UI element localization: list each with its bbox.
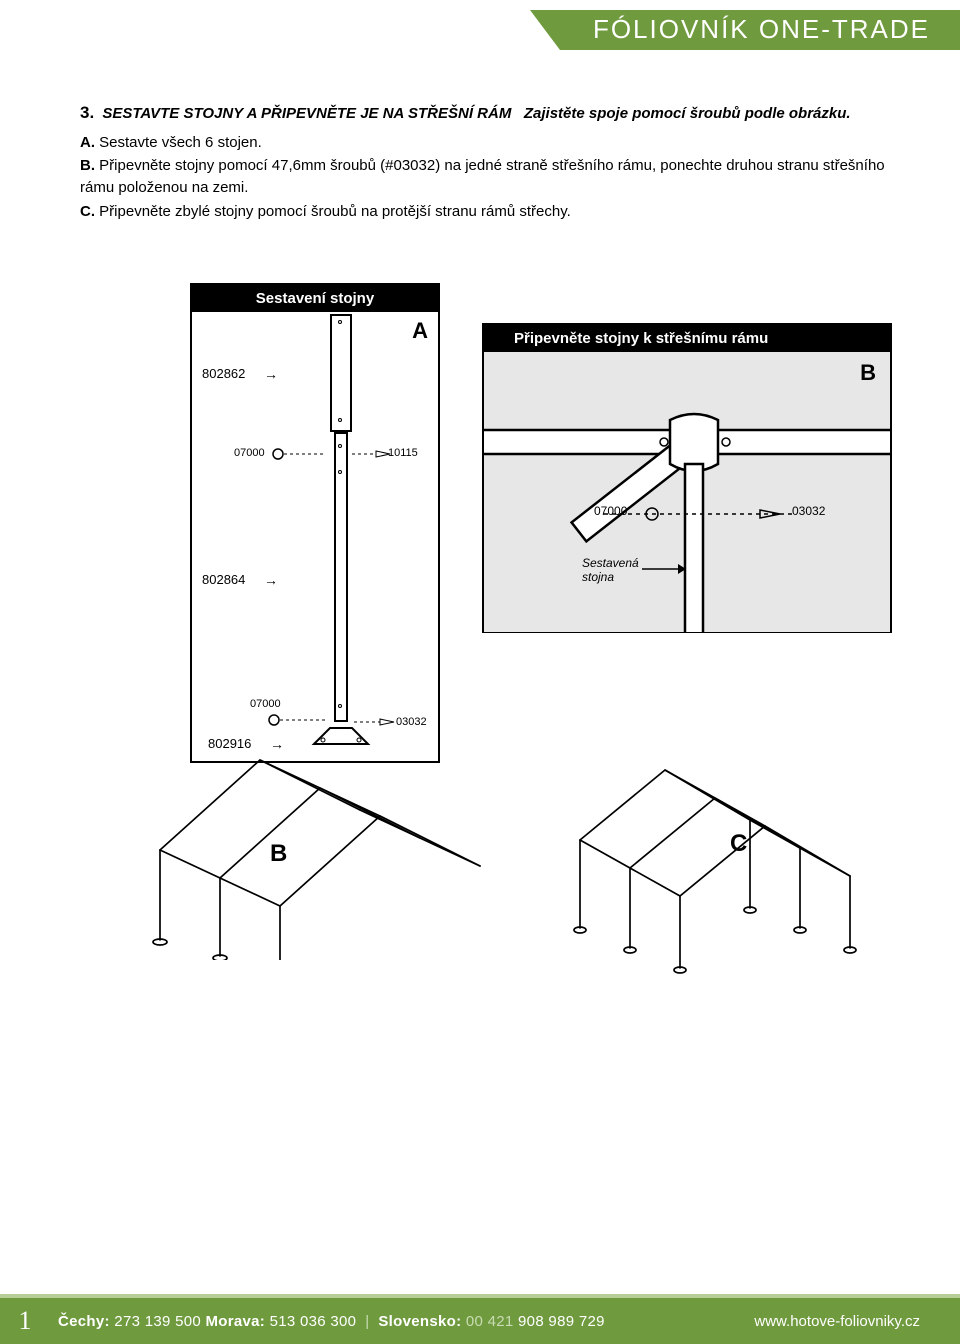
content: 3. SESTAVTE STOJNY A PŘIPEVNĚTE JE NA ST… (80, 100, 900, 823)
bolt-label: 07000 (250, 698, 281, 710)
panel-b-body: B (484, 352, 890, 632)
slovensko-label: Slovensko: (378, 1313, 461, 1330)
panel-attach: Připevněte stojny k střešnímu rámu B (482, 323, 892, 633)
step-a-label: A. (80, 134, 95, 151)
arrow-icon (642, 562, 688, 576)
frame-c-label: C (730, 830, 747, 858)
part-label: 802862 (202, 366, 245, 381)
footer: 1 Čechy: 273 139 500 Morava: 513 036 300… (0, 1298, 960, 1344)
step-c-label: C. (80, 203, 95, 220)
frame-diagrams: B C (80, 720, 900, 1020)
panel-a-body: A 802862 → 07000 (192, 312, 438, 762)
cechy-phone: 273 139 500 (114, 1313, 201, 1330)
panel-b-title: Připevněte stojny k střešnímu rámu (484, 325, 890, 352)
step-a: A. Sestavte všech 6 stojen. (80, 132, 900, 154)
step-heading: 3. SESTAVTE STOJNY A PŘIPEVNĚTE JE NA ST… (80, 100, 900, 126)
roof-joint-diagram (484, 352, 890, 632)
page-number: 1 (0, 1306, 50, 1336)
hole-icon (338, 470, 342, 474)
arrow-icon: → (264, 366, 278, 382)
frame-b-label: B (270, 840, 287, 868)
step-b-text: Připevněte stojny pomocí 47,6mm šroubů (… (80, 157, 885, 196)
bolt-label: 10115 (388, 447, 418, 459)
footer-url: www.hotove-foliovniky.cz (754, 1313, 960, 1330)
upright-lower (334, 432, 348, 722)
hole-icon (338, 704, 342, 708)
part-label: 802864 (202, 572, 245, 587)
step-c-text: Připevněte zbylé stojny pomocí šroubů na… (99, 203, 571, 220)
step-main: SESTAVTE STOJNY A PŘIPEVNĚTE JE NA STŘEŠ… (102, 105, 511, 122)
frame-c-svg (540, 730, 900, 990)
bolt-label: 07000 (594, 504, 627, 518)
hole-icon (338, 418, 342, 422)
hole-icon (338, 320, 342, 324)
footer-contacts: Čechy: 273 139 500 Morava: 513 036 300 |… (50, 1313, 754, 1330)
step-b: B. Připevněte stojny pomocí 47,6mm šroub… (80, 155, 900, 199)
arrow-icon: → (264, 572, 278, 588)
panel-assembly: Sestavení stojny A 802862 → (190, 283, 440, 763)
step-a-text: Sestavte všech 6 stojen. (99, 134, 262, 151)
divider-icon: | (361, 1313, 374, 1330)
frame-c: C (540, 730, 900, 995)
morava-phone: 513 036 300 (270, 1313, 357, 1330)
frame-b-svg (100, 720, 500, 960)
frame-b: B (100, 720, 500, 965)
step-subtitle: Zajistěte spoje pomocí šroubů podle obrá… (524, 105, 851, 122)
step-c: C. Připevněte zbylé stojny pomocí šroubů… (80, 201, 900, 223)
screw-icon (352, 446, 392, 462)
panel-a-title: Sestavení stojny (192, 285, 438, 312)
morava-label: Morava: (205, 1313, 265, 1330)
cechy-label: Čechy: (58, 1313, 110, 1330)
panel-b-letter: B (860, 360, 876, 386)
sk-phone: 908 989 729 (518, 1313, 605, 1330)
step-b-label: B. (80, 157, 95, 174)
bolt-label: 03032 (792, 504, 825, 518)
panel-a-letter: A (412, 318, 428, 344)
hole-icon (338, 444, 342, 448)
sk-prefix: 00 421 (466, 1313, 514, 1330)
header-title: FÓLIOVNÍK ONE-TRADE (593, 14, 930, 45)
bolt-icon (270, 446, 328, 462)
bolt-label: 07000 (234, 447, 265, 459)
assembled-label: stojna (582, 570, 614, 584)
assembled-label: Sestavená (582, 556, 639, 570)
step-number: 3. (80, 103, 94, 122)
upright-upper (330, 314, 352, 432)
